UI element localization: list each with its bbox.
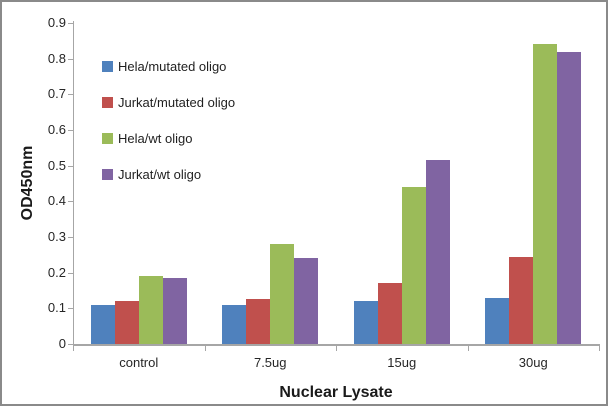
bar-jurkat-wt-oligo-30ug: [557, 51, 582, 344]
legend-item: Hela/wt oligo: [102, 130, 235, 146]
y-axis-tick: [68, 130, 73, 131]
y-axis-tick: [68, 59, 73, 60]
y-tick-label: 0.5: [47, 158, 66, 173]
y-tick-label: 0.9: [47, 15, 66, 30]
bar-jurkat-mutated-oligo-30ug: [509, 256, 534, 344]
x-tick-label: 7.5ug: [253, 355, 287, 370]
x-axis-tick: [599, 346, 600, 351]
legend-item: Hela/mutated oligo: [102, 58, 235, 74]
legend-item: Jurkat/wt oligo: [102, 166, 235, 182]
bar-jurkat-wt-oligo-7.5ug: [294, 258, 319, 344]
x-axis-tick: [468, 346, 469, 351]
x-tick-label: 15ug: [387, 355, 417, 370]
x-axis-line: [73, 344, 600, 346]
x-axis-tick: [336, 346, 337, 351]
bar-jurkat-mutated-oligo-7.5ug: [246, 299, 271, 344]
x-tick-label: 30ug: [518, 355, 548, 370]
legend-item: Jurkat/mutated oligo: [102, 94, 236, 110]
y-tick-label: 0.3: [47, 229, 66, 244]
x-tick-label: control: [119, 355, 159, 370]
bar-hela-wt-oligo-7.5ug: [270, 244, 295, 344]
y-tick-label: 0.1: [47, 300, 66, 315]
legend-label: Jurkat/wt oligo: [118, 166, 202, 182]
y-tick-label: 0.2: [47, 265, 66, 280]
legend: Hela/mutated oligo Jurkat/mutated oligo He…: [102, 59, 235, 203]
bar-jurkat-mutated-oligo-control: [114, 301, 139, 344]
y-axis-tick: [68, 166, 73, 167]
y-tick-label: 0.8: [47, 51, 66, 66]
x-axis-tick: [205, 346, 206, 351]
y-axis-title: OD450nm: [19, 145, 36, 221]
legend-swatch: [102, 96, 113, 108]
y-axis-tick: [68, 308, 73, 309]
bar-hela-wt-oligo-30ug: [533, 44, 558, 344]
y-axis-tick: [68, 237, 73, 238]
y-tick-label: 0.4: [47, 193, 66, 208]
bar-hela-mutated-oligo-30ug: [485, 297, 510, 344]
legend-label: Hela/wt oligo: [118, 130, 193, 146]
x-axis-tick: [73, 346, 74, 351]
bar-hela-wt-oligo-15ug: [401, 187, 426, 344]
bar-hela-wt-oligo-control: [138, 276, 163, 344]
y-tick-label: 0.6: [47, 122, 66, 137]
y-axis-tick: [68, 344, 73, 345]
x-axis-title: Nuclear Lysate: [279, 384, 393, 401]
legend-swatch: [102, 168, 113, 180]
y-axis-tick: [68, 23, 73, 24]
y-axis-tick: [68, 273, 73, 274]
y-tick-label: 0: [58, 336, 66, 351]
bar-jurkat-wt-oligo-15ug: [425, 160, 450, 344]
bar-jurkat-mutated-oligo-15ug: [377, 283, 402, 344]
bar-jurkat-wt-oligo-control: [162, 278, 187, 344]
legend-swatch: [102, 132, 113, 144]
legend-label: Hela/mutated oligo: [118, 58, 227, 74]
bar-hela-mutated-oligo-control: [90, 304, 115, 344]
bar-hela-mutated-oligo-15ug: [353, 301, 378, 344]
y-tick-label: 0.7: [47, 86, 66, 101]
legend-swatch: [102, 60, 113, 72]
y-axis-tick: [68, 201, 73, 202]
y-axis-line: [73, 21, 74, 346]
bar-hela-mutated-oligo-7.5ug: [222, 304, 247, 344]
y-axis-tick: [68, 94, 73, 95]
legend-label: Jurkat/mutated oligo: [118, 94, 236, 110]
